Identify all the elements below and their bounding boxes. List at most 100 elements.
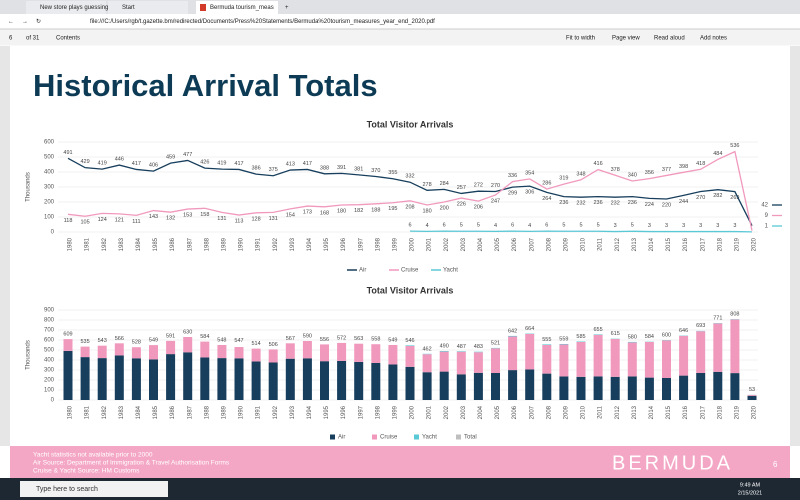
total-label: 555 [542, 337, 551, 343]
toolbar-button[interactable]: Page view [612, 36, 640, 42]
data-label: 378 [611, 167, 620, 173]
x-tick-label: 1987 [187, 237, 193, 251]
total-label: 483 [474, 344, 483, 350]
data-label: 370 [371, 168, 380, 174]
bar-segment [80, 346, 90, 358]
bar-segment [644, 377, 654, 400]
x-tick-label: 1986 [170, 405, 176, 419]
total-label: 521 [491, 340, 500, 346]
x-tick-label: 2006 [512, 405, 518, 419]
bar-segment [371, 363, 381, 400]
data-label: 491 [63, 150, 72, 156]
forward[interactable]: → [22, 19, 28, 25]
address-bar [0, 14, 800, 29]
toolbar-button[interactable]: Read aloud [654, 36, 685, 42]
url[interactable]: file:///C:/Users/rgb/t.gazette.bm/redire… [90, 19, 435, 25]
x-tick-label: 2004 [478, 405, 484, 419]
y-tick-label: 300 [44, 185, 55, 191]
chart-title: Total Visitor Arrivals [367, 285, 454, 295]
data-label: 5 [597, 223, 600, 229]
tab[interactable] [108, 1, 188, 14]
bar-segment [696, 331, 706, 373]
bar-segment [542, 345, 552, 374]
data-label: 426 [200, 160, 209, 166]
x-tick-label: 2011 [598, 237, 604, 251]
data-label: 418 [696, 161, 705, 167]
bar-segment [320, 344, 329, 362]
reload[interactable]: ↻ [36, 18, 41, 25]
toolbar-button[interactable]: Add notes [700, 36, 727, 42]
active-tab[interactable] [196, 1, 278, 14]
x-tick-label: 2012 [615, 405, 621, 419]
page-count: of 31 [26, 36, 40, 42]
bar-segment [337, 342, 347, 361]
tab-title: Start [122, 5, 135, 11]
data-label: 121 [115, 217, 124, 223]
end-label: 1 [765, 224, 769, 230]
data-label: 236 [594, 200, 603, 206]
y-tick-label: 400 [44, 170, 55, 176]
legend-label: Yacht [443, 268, 458, 274]
bar-segment [456, 374, 466, 400]
x-tick-label: 1986 [170, 237, 176, 251]
data-label: 3 [682, 223, 685, 229]
x-tick-label: 1980 [68, 405, 74, 419]
data-label: 286 [542, 181, 551, 187]
data-label: 5 [460, 223, 463, 229]
tab[interactable] [26, 1, 106, 14]
y-tick-label: 100 [44, 388, 55, 394]
bar-segment [80, 357, 90, 400]
total-label: 53 [749, 387, 755, 393]
page-number[interactable]: 6 [9, 36, 13, 42]
data-label: 356 [645, 170, 654, 176]
y-tick-label: 400 [44, 358, 55, 364]
x-tick-label: 2008 [546, 237, 552, 251]
data-label: 105 [81, 220, 90, 226]
new-tab[interactable]: + [285, 5, 289, 11]
x-tick-label: 2014 [649, 405, 655, 419]
total-label: 584 [200, 334, 209, 340]
data-label: 224 [645, 202, 654, 208]
series-line [409, 230, 753, 233]
bar-segment [217, 358, 227, 400]
total-label: 590 [303, 333, 312, 339]
x-tick-label: 2003 [461, 237, 467, 251]
x-tick-label: 2015 [666, 237, 672, 251]
legend-label: Cruise [380, 435, 398, 441]
data-label: 413 [286, 162, 295, 168]
toolbar-button[interactable]: Contents [56, 36, 80, 42]
bar-segment [268, 349, 278, 363]
bar-segment [456, 351, 466, 352]
toolbar-button[interactable]: Fit to width [566, 36, 595, 42]
data-label: 319 [559, 176, 568, 182]
end-label: 42 [761, 203, 768, 209]
data-label: 118 [64, 218, 73, 224]
data-label: 5 [579, 223, 582, 229]
bar-segment [508, 335, 518, 337]
data-label: 459 [166, 155, 175, 161]
end-label: 9 [765, 213, 769, 219]
data-label: 377 [662, 167, 671, 173]
data-label: 168 [320, 210, 329, 216]
bar-segment [320, 361, 329, 400]
data-label: 4 [426, 223, 429, 229]
back[interactable]: ← [8, 19, 14, 25]
data-label: 417 [234, 161, 243, 167]
total-label: 559 [559, 337, 568, 343]
bar-segment [610, 376, 620, 400]
bar-segment [593, 376, 603, 400]
legend-swatch [330, 434, 335, 440]
search-box[interactable] [20, 481, 168, 497]
bar-segment [576, 341, 586, 342]
data-label: 188 [371, 207, 380, 213]
data-label: 264 [542, 196, 551, 202]
data-label: 158 [200, 212, 209, 218]
total-label: 563 [354, 336, 363, 342]
total-label: 548 [217, 338, 226, 344]
bar-segment [131, 358, 141, 400]
x-tick-label: 1982 [102, 405, 108, 419]
x-tick-label: 2005 [495, 237, 501, 251]
data-label: 208 [405, 204, 414, 210]
data-label: 477 [183, 152, 192, 158]
bar-segment [644, 342, 654, 378]
